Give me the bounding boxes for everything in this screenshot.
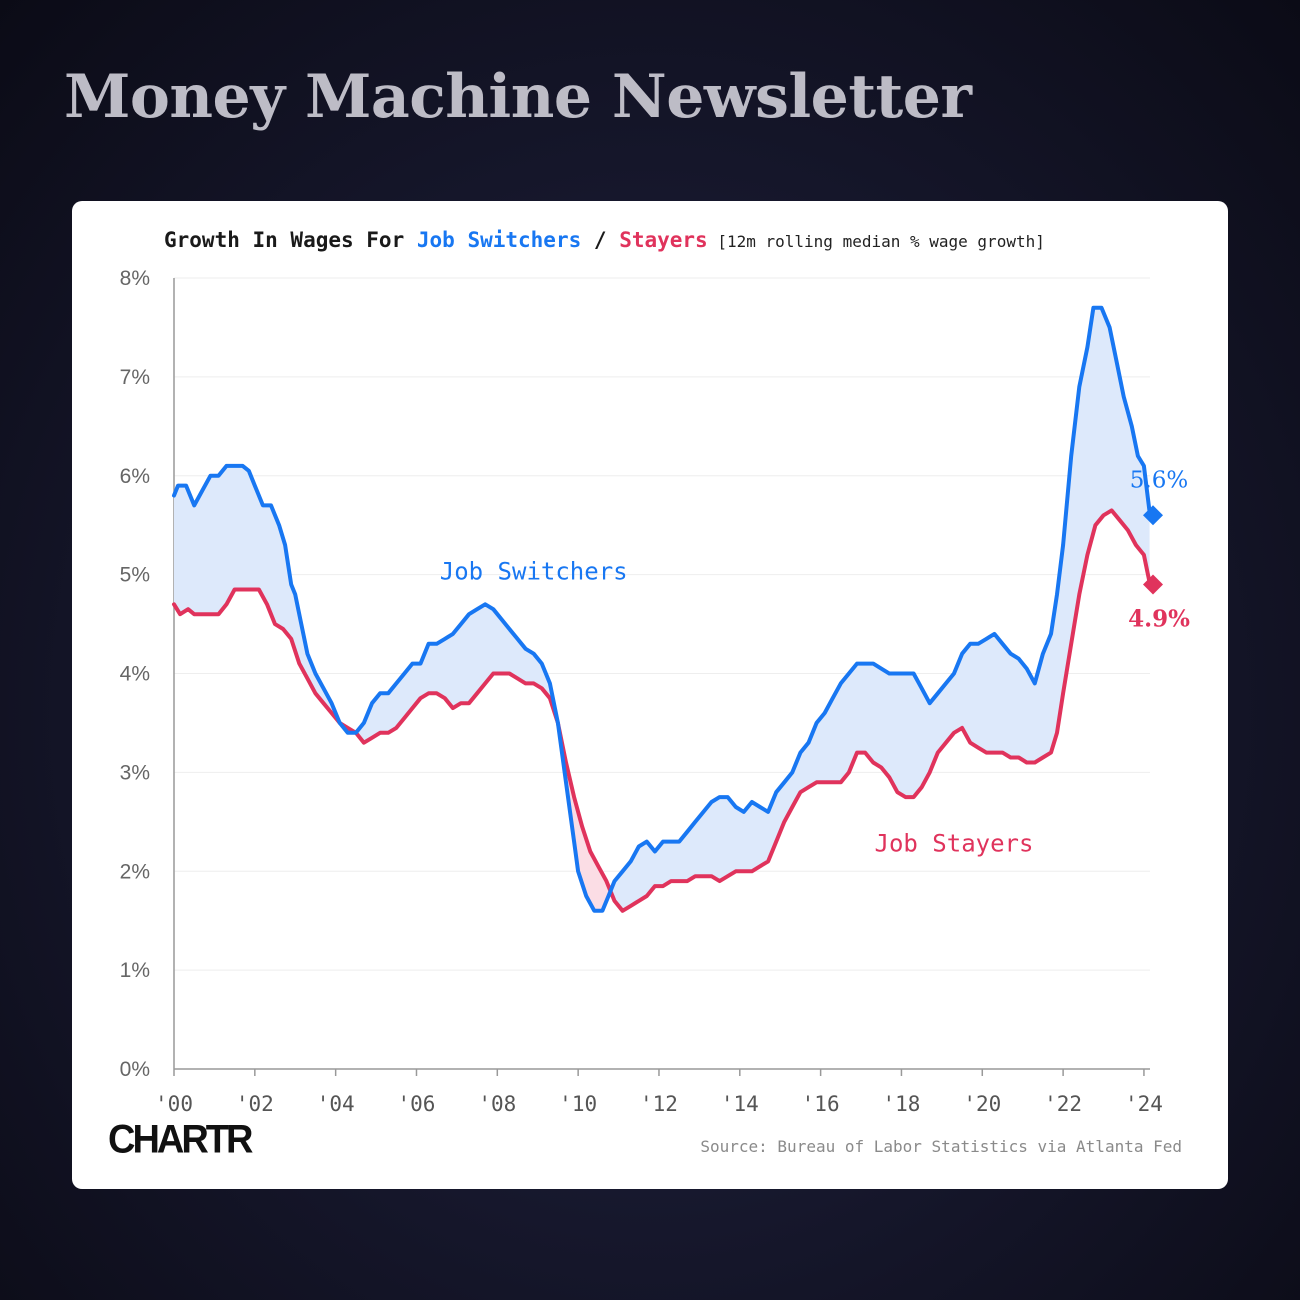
x-tick-label: '20 xyxy=(963,1092,1001,1116)
y-tick-label: 6% xyxy=(120,465,150,488)
job-switchers-inline-label: Job Switchers xyxy=(440,558,628,586)
y-tick-label: 5% xyxy=(120,564,150,587)
x-tick-label: '10 xyxy=(559,1092,597,1116)
x-tick-label: '22 xyxy=(1044,1092,1082,1116)
gap-fill-area xyxy=(558,726,612,911)
x-tick-label: '24 xyxy=(1125,1092,1163,1116)
chartr-logo: CHARTR xyxy=(108,1117,253,1163)
newsletter-headline: Money Machine Newsletter xyxy=(64,62,972,132)
x-tick-label: '12 xyxy=(640,1092,678,1116)
y-tick-label: 8% xyxy=(120,267,150,290)
chart-title-prefix: Growth In Wages For xyxy=(164,228,417,252)
gap-fill-area xyxy=(611,307,1150,911)
job-switchers-end-marker xyxy=(1143,505,1163,526)
chart-title-separator: / xyxy=(581,228,620,252)
job-switchers-line xyxy=(172,305,1152,913)
gap-fill-area xyxy=(356,604,559,743)
chart-title-switchers: Job Switchers xyxy=(416,228,582,252)
wage-growth-line-chart: 0% 1% 2% 3% 4% 5% 6% 7% 8% '00 '02 '04 '06 '08 '10 '12 '… xyxy=(120,267,1190,1116)
job-stayers-end-label: 4.9% xyxy=(1128,606,1190,633)
x-tick-label: '06 xyxy=(398,1092,436,1116)
x-tick-label: '08 xyxy=(478,1092,516,1116)
x-tick-label: '16 xyxy=(802,1092,840,1116)
job-stayers-line xyxy=(172,508,1152,913)
y-tick-label: 7% xyxy=(120,366,150,389)
chart-card: Growth In Wages For Job Switchers / Stay… xyxy=(72,201,1228,1189)
source-note: Source: Bureau of Labor Statistics via A… xyxy=(700,1137,1182,1156)
y-tick-label: 0% xyxy=(120,1058,150,1081)
x-tick-label: '04 xyxy=(317,1092,355,1116)
gap-fill-area xyxy=(174,465,341,724)
job-stayers-inline-label: Job Stayers xyxy=(875,829,1034,857)
x-tick-label: '14 xyxy=(721,1092,759,1116)
job-switchers-end-label: 5.6% xyxy=(1130,467,1188,493)
job-stayers-end-marker xyxy=(1143,574,1163,595)
chart-title: Growth In Wages For Job Switchers / Stay… xyxy=(164,228,1045,252)
y-tick-label: 1% xyxy=(120,959,150,982)
chart-title-stayers: Stayers xyxy=(619,228,708,252)
y-tick-label: 2% xyxy=(120,860,150,883)
chart-title-note: [12m rolling median % wage growth] xyxy=(707,232,1045,251)
y-tick-label: 3% xyxy=(120,761,150,784)
y-tick-label: 4% xyxy=(120,663,150,686)
x-tick-label: '02 xyxy=(236,1092,274,1116)
x-tick-label: '00 xyxy=(155,1092,193,1116)
x-tick-label: '18 xyxy=(882,1092,920,1116)
